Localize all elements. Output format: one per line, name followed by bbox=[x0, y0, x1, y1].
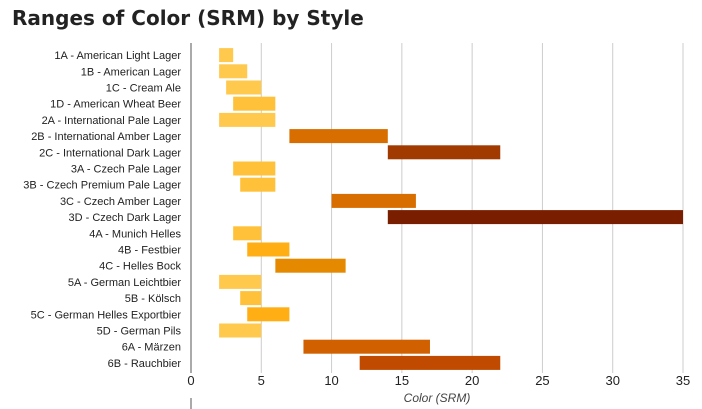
range-bar bbox=[219, 48, 234, 63]
range-bar bbox=[240, 291, 262, 306]
category-label: 1A - American Light Lager bbox=[54, 50, 181, 62]
range-bar bbox=[247, 242, 290, 257]
category-label: 3B - Czech Premium Pale Lager bbox=[23, 180, 181, 192]
range-bar bbox=[275, 258, 346, 273]
category-label: 4C - Helles Bock bbox=[99, 261, 181, 273]
category-label: 5C - German Helles Exportbier bbox=[31, 309, 182, 321]
x-axis-title: Color (SRM) bbox=[404, 391, 471, 405]
category-label: 2B - International Amber Lager bbox=[31, 131, 181, 143]
category-label: 1B - American Lager bbox=[81, 66, 182, 78]
category-label: 2A - International Pale Lager bbox=[42, 115, 182, 127]
range-bar bbox=[219, 323, 262, 338]
category-label: 1C - Cream Ale bbox=[106, 83, 181, 95]
range-bar bbox=[233, 226, 262, 241]
range-bar bbox=[387, 210, 683, 225]
x-tick-label: 25 bbox=[535, 373, 549, 388]
x-tick-label: 0 bbox=[187, 373, 194, 388]
range-bar bbox=[219, 112, 276, 127]
x-tick-label: 20 bbox=[465, 373, 479, 388]
x-tick-label: 5 bbox=[258, 373, 265, 388]
range-bar bbox=[233, 96, 276, 111]
category-label: 5D - German Pils bbox=[97, 326, 182, 338]
category-label: 6A - Märzen bbox=[122, 342, 181, 354]
range-bar bbox=[303, 339, 430, 354]
range-bar bbox=[247, 307, 290, 322]
category-label: 1D - American Wheat Beer bbox=[50, 99, 181, 111]
range-bar bbox=[219, 274, 262, 289]
x-tick-label: 10 bbox=[324, 373, 338, 388]
range-bar bbox=[359, 355, 501, 370]
range-bar bbox=[387, 145, 501, 160]
category-label: 5A - German Leichtbier bbox=[68, 277, 181, 289]
x-tick-label: 30 bbox=[605, 373, 619, 388]
range-bar bbox=[219, 64, 248, 79]
range-bar bbox=[226, 80, 262, 95]
range-bar bbox=[233, 161, 276, 176]
x-tick-label: 15 bbox=[395, 373, 409, 388]
category-label: 2C - International Dark Lager bbox=[39, 147, 181, 159]
category-label: 4A - Munich Helles bbox=[89, 228, 181, 240]
range-bar bbox=[289, 129, 388, 144]
category-label: 6B - Rauchbier bbox=[108, 358, 182, 370]
x-tick-label: 35 bbox=[676, 373, 690, 388]
chart-title: Ranges of Color (SRM) by Style bbox=[12, 6, 364, 30]
category-label: 4B - Festbier bbox=[118, 245, 181, 257]
category-label: 3D - Czech Dark Lager bbox=[69, 212, 182, 224]
range-bar bbox=[240, 177, 276, 192]
category-label: 5B - Kölsch bbox=[125, 293, 181, 305]
range-bar bbox=[331, 193, 416, 208]
category-label: 3C - Czech Amber Lager bbox=[60, 196, 181, 208]
category-label: 3A - Czech Pale Lager bbox=[71, 164, 181, 176]
